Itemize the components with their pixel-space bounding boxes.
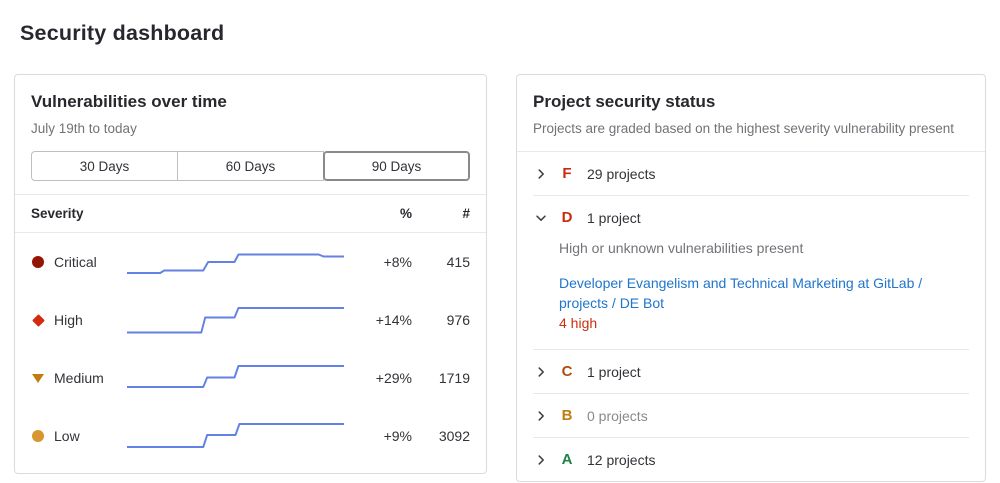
severity-row-medium: Medium +29% 1719 xyxy=(15,349,486,407)
grade-letter-f: F xyxy=(562,165,572,182)
range-button-90-days[interactable]: 90 Days xyxy=(323,151,470,181)
chevron-right-icon[interactable] xyxy=(533,408,549,424)
severity-label-high: High xyxy=(31,312,127,328)
severity-label-low: Low xyxy=(31,428,127,444)
severity-table-header: Severity % # xyxy=(15,194,486,233)
chevron-right-icon[interactable] xyxy=(533,364,549,380)
grade-row-a[interactable]: A 12 projects xyxy=(533,438,969,481)
range-button-30-days[interactable]: 30 Days xyxy=(31,151,178,181)
sparkline-cell xyxy=(127,363,346,393)
severity-table-body: Critical +8% 415 High +14% 976 Medium +29% 1719 L… xyxy=(15,233,486,465)
severity-critical-icon xyxy=(31,255,45,269)
severity-row-low: Low +9% 3092 xyxy=(15,407,486,465)
severity-row-high: High +14% 976 xyxy=(15,291,486,349)
grade-row-d[interactable]: D 1 project xyxy=(533,196,969,239)
page-title: Security dashboard xyxy=(20,21,225,45)
severity-low-icon xyxy=(31,429,45,443)
severity-name: Low xyxy=(54,428,80,444)
vulnerabilities-over-time-panel: Vulnerabilities over time July 19th to t… xyxy=(14,74,487,474)
severity-medium-icon xyxy=(31,371,45,385)
project-security-status-panel: Project security status Projects are gra… xyxy=(516,74,986,482)
status-panel-subtitle: Projects are graded based on the highest… xyxy=(533,121,954,136)
grade-section-f: F 29 projects xyxy=(533,152,969,196)
grade-project-count: 1 project xyxy=(587,209,641,226)
chevron-right-icon[interactable] xyxy=(533,166,549,182)
dashboard-cards: Vulnerabilities over time July 19th to t… xyxy=(14,74,986,482)
severity-name: Critical xyxy=(54,254,97,270)
grade-section-a: A 12 projects xyxy=(533,438,969,481)
sparkline-cell xyxy=(127,247,346,277)
severity-count: 1719 xyxy=(438,370,470,386)
grade-letter-d: D xyxy=(561,209,573,226)
severity-column-header: Severity xyxy=(31,206,84,221)
grade-letter-b: B xyxy=(561,407,573,424)
vulnerability-count-label: 4 high xyxy=(559,315,598,331)
sparkline-chart-medium xyxy=(127,365,344,388)
grade-project-count: 12 projects xyxy=(587,451,656,468)
severity-percent-change: +9% xyxy=(383,428,412,444)
severity-count: 3092 xyxy=(438,428,470,444)
severity-row-critical: Critical +8% 415 xyxy=(15,233,486,291)
vuln-panel-title: Vulnerabilities over time xyxy=(31,92,227,111)
sparkline-chart-low xyxy=(127,423,344,448)
sparkline-cell xyxy=(127,421,346,451)
severity-count: 415 xyxy=(446,254,470,270)
severity-label-critical: Critical xyxy=(31,254,127,270)
sparkline-chart-high xyxy=(127,307,344,334)
grade-details: High or unknown vulnerabilities present D… xyxy=(533,239,969,349)
grade-row-f[interactable]: F 29 projects xyxy=(533,152,969,195)
grade-row-b[interactable]: B 0 projects xyxy=(533,394,969,437)
status-panel-title: Project security status xyxy=(533,92,716,111)
range-button-60-days[interactable]: 60 Days xyxy=(177,151,324,181)
count-column-header: # xyxy=(462,206,470,221)
grade-section-b: B 0 projects xyxy=(533,394,969,438)
grade-project-count: 1 project xyxy=(587,363,641,380)
sparkline-cell xyxy=(127,305,346,335)
project-link[interactable]: Developer Evangelism and Technical Marke… xyxy=(559,275,923,311)
grade-list: F 29 projects D 1 project High or unknown vu… xyxy=(517,151,985,481)
grade-section-d: D 1 project High or unknown vulnerabilitie… xyxy=(533,196,969,350)
sparkline-chart-critical xyxy=(127,253,344,274)
grade-section-c: C 1 project xyxy=(533,350,969,394)
percent-column-header: % xyxy=(399,206,412,221)
chevron-down-icon[interactable] xyxy=(533,210,549,226)
spark-column-header xyxy=(127,206,346,221)
vuln-panel-header: Vulnerabilities over time July 19th to t… xyxy=(15,75,486,181)
chevron-right-icon[interactable] xyxy=(533,452,549,468)
grade-project-count: 29 projects xyxy=(587,165,656,182)
grade-letter-a: A xyxy=(561,451,573,468)
severity-name: Medium xyxy=(54,370,104,386)
grade-description: High or unknown vulnerabilities present xyxy=(559,240,804,256)
grade-letter-c: C xyxy=(561,363,573,380)
severity-name: High xyxy=(54,312,83,328)
status-panel-header: Project security status Projects are gra… xyxy=(517,75,985,138)
severity-percent-change: +14% xyxy=(375,312,412,328)
severity-high-icon xyxy=(31,313,45,327)
grade-project-count: 0 projects xyxy=(587,407,648,424)
severity-percent-change: +29% xyxy=(375,370,412,386)
severity-count: 976 xyxy=(446,312,470,328)
severity-percent-change: +8% xyxy=(383,254,412,270)
grade-row-c[interactable]: C 1 project xyxy=(533,350,969,393)
day-range-button-group: 30 Days 60 Days 90 Days xyxy=(31,151,470,181)
vuln-panel-date-range: July 19th to today xyxy=(31,121,137,136)
severity-label-medium: Medium xyxy=(31,370,127,386)
